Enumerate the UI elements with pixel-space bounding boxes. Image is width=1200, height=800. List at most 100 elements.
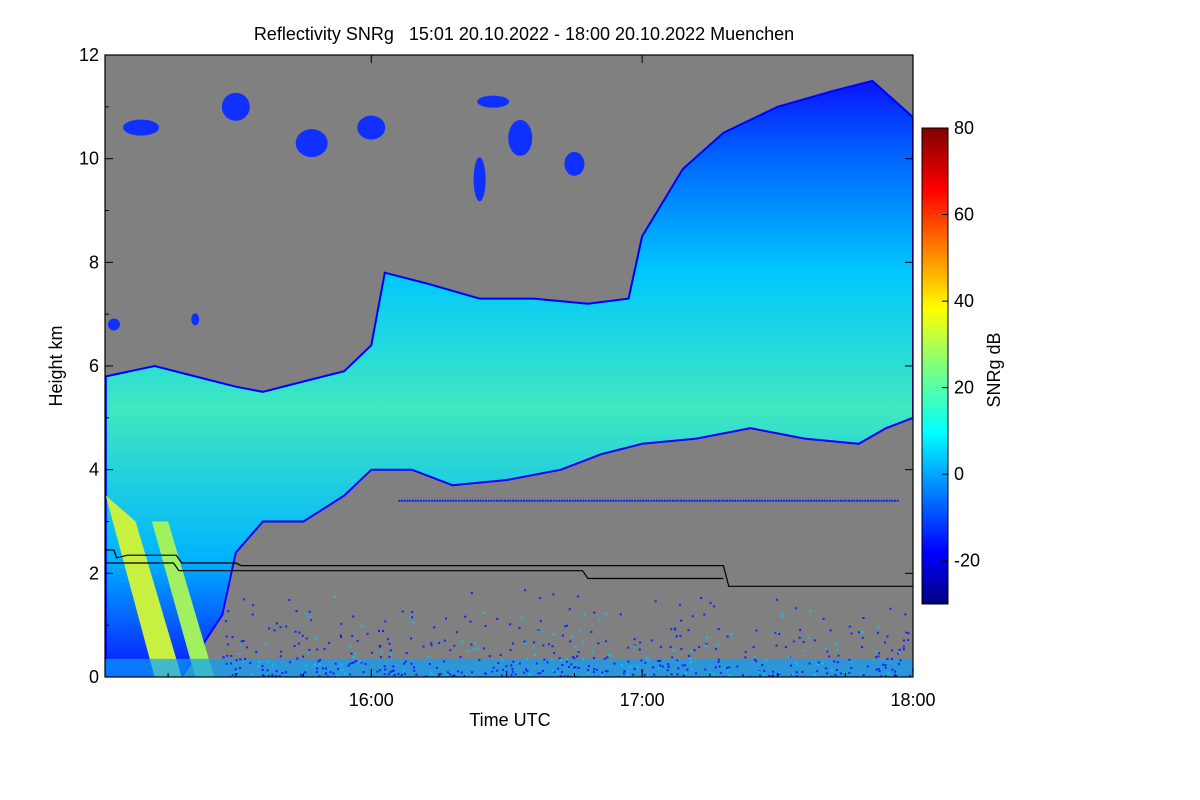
clutter-pixel: [239, 666, 242, 669]
clutter-pixel: [230, 662, 233, 665]
clutter-pixel: [340, 622, 343, 625]
clutter-pixel: [563, 675, 566, 677]
y-tick-label: 10: [79, 149, 99, 169]
clutter-pixel: [590, 630, 593, 633]
clutter-pixel: [576, 655, 579, 658]
clutter-pixel: [781, 613, 784, 616]
clutter-pixel: [370, 651, 373, 654]
clutter-pixel: [742, 674, 744, 677]
clutter-pixel: [884, 641, 886, 644]
clutter-pixel: [412, 621, 415, 624]
clutter-pixel: [610, 654, 613, 657]
clutter-pixel: [676, 673, 679, 676]
clutter-pixel: [671, 656, 674, 659]
clutter-pixel: [627, 670, 630, 673]
clutter-pixel: [340, 663, 343, 666]
clutter-pixel: [571, 635, 574, 638]
clutter-pixel: [755, 660, 758, 663]
clutter-pixel: [633, 644, 636, 647]
clutter-pixel: [601, 671, 604, 674]
clutter-pixel: [482, 499, 485, 502]
clutter-pixel: [801, 670, 804, 673]
clutter-pixel: [226, 654, 229, 657]
clutter-pixel: [425, 499, 428, 502]
clutter-pixel: [380, 651, 383, 654]
clutter-pixel: [244, 658, 246, 660]
clutter-pixel: [583, 613, 586, 616]
clutter-pixel: [864, 499, 867, 502]
clutter-pixel: [239, 644, 242, 647]
clutter-pixel: [308, 610, 311, 613]
clutter-pixel: [403, 662, 406, 665]
x-tick-label: 18:00: [890, 690, 935, 710]
clutter-pixel: [813, 639, 816, 642]
clutter-pixel: [349, 662, 352, 665]
clutter-pixel: [604, 612, 607, 615]
clutter-pixel: [391, 669, 394, 672]
clutter-pixel: [764, 499, 766, 502]
x-axis: 16:00 17:00 18:00: [167, 55, 936, 710]
clutter-pixel: [339, 634, 342, 637]
clutter-pixel: [411, 610, 414, 613]
clutter-pixel: [539, 672, 542, 675]
clutter-pixel: [690, 668, 693, 670]
clutter-pixel: [862, 674, 865, 677]
clutter-pixel: [422, 645, 425, 648]
clutter-pixel: [304, 671, 307, 674]
clutter-pixel: [826, 499, 829, 502]
clutter-pixel: [401, 499, 404, 502]
clutter-pixel: [344, 672, 346, 675]
clutter-pixel: [577, 667, 580, 669]
clutter-pixel: [717, 628, 720, 631]
clutter-pixel: [798, 636, 801, 639]
clutter-pixel: [861, 646, 863, 648]
clutter-pixel: [663, 499, 666, 502]
y-tick-label: 0: [89, 667, 99, 687]
clutter-pixel: [433, 499, 436, 502]
clutter-pixel: [542, 644, 545, 647]
clutter-pixel: [389, 649, 392, 652]
clutter-pixel: [877, 499, 880, 502]
clutter-pixel: [817, 661, 820, 664]
clutter-pixel: [474, 499, 477, 502]
clutter-pixel: [428, 662, 431, 665]
clutter-pixel: [225, 662, 228, 665]
clutter-pixel: [889, 607, 892, 610]
clutter-pixel: [415, 673, 418, 676]
clutter-pixel: [506, 499, 509, 502]
clutter-pixel: [643, 673, 646, 676]
clutter-pixel: [700, 596, 703, 599]
clutter-pixel: [829, 629, 832, 632]
clutter-pixel: [742, 499, 745, 502]
clutter-pixel: [877, 655, 880, 658]
clutter-pixel: [315, 671, 318, 674]
clutter-pixel: [837, 499, 840, 502]
clutter-pixel: [347, 664, 350, 667]
y-axis: 0 2 4 6 8 10 12: [79, 45, 913, 687]
clutter-pixel: [384, 668, 387, 671]
clutter-pixel: [590, 499, 593, 502]
clutter-pixel: [696, 499, 699, 502]
clutter-pixel: [869, 499, 872, 502]
clutter-pixel: [653, 499, 655, 502]
clutter-pixel: [654, 600, 657, 603]
clutter-pixel: [736, 665, 739, 668]
clutter-pixel: [784, 646, 787, 648]
clutter-pixel: [902, 639, 905, 642]
clutter-pixel: [667, 665, 670, 668]
clutter-pixel: [273, 629, 276, 632]
clutter-pixel: [801, 499, 804, 502]
clutter-pixel: [569, 499, 571, 502]
clutter-pixel: [659, 645, 662, 648]
clutter-pixel: [336, 674, 339, 677]
clutter-pixel: [623, 672, 625, 675]
clutter-pixel: [465, 674, 468, 677]
clutter-pixel: [525, 668, 528, 671]
clutter-pixel: [366, 632, 369, 635]
clutter-pixel: [393, 674, 396, 676]
clutter-pixel: [483, 647, 485, 650]
clutter-pixel: [261, 665, 264, 668]
clutter-pixel: [877, 626, 880, 629]
colorbar-gradient: [921, 127, 949, 605]
clutter-pixel: [588, 499, 590, 502]
